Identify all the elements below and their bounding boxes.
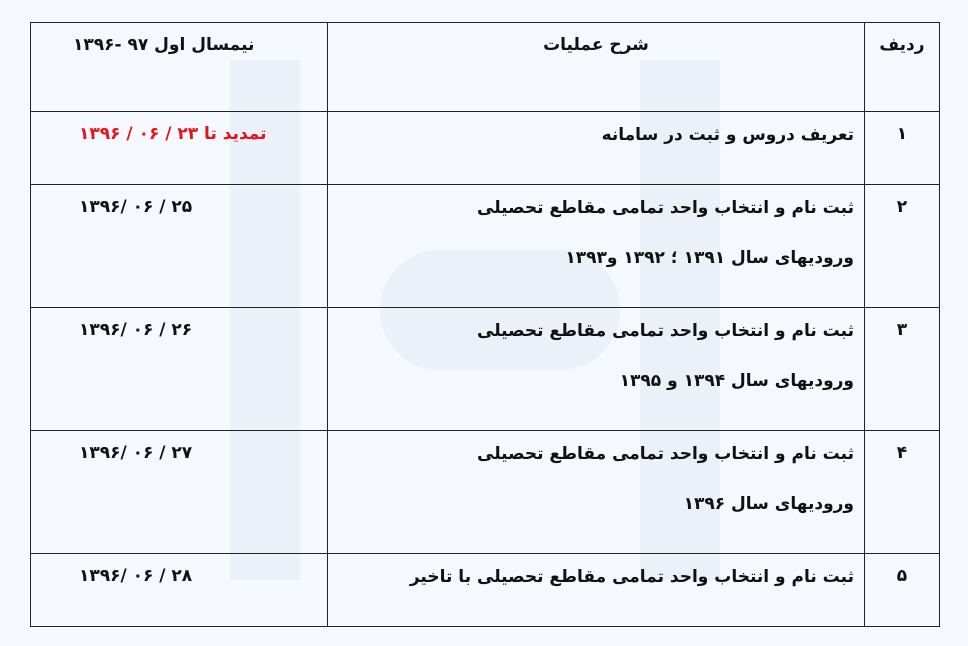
row-description: ثبت نام و انتخاب واحد تمامی مقاطع تحصیلی…: [327, 184, 865, 308]
table-row: ۵ ثبت نام و انتخاب واحد تمامی مقاطع تحصی…: [30, 553, 940, 627]
row-number: ۲: [864, 184, 940, 308]
row-date: ۱۳۹۶/ ۰۶ / ۲۸: [30, 553, 328, 627]
description-line: ثبت نام و انتخاب واحد تمامی مقاطع تحصیلی: [477, 198, 854, 218]
description-line: ثبت نام و انتخاب واحد تمامی مقاطع تحصیلی…: [409, 567, 854, 587]
row-number: ۱: [864, 111, 940, 185]
table-row: ۴ ثبت نام و انتخاب واحد تمامی مقاطع تحصی…: [30, 430, 940, 554]
table-row: ۱ تعریف دروس و ثبت در سامانه تمدید تا ۲۳…: [30, 111, 940, 185]
description-line: ثبت نام و انتخاب واحد تمامی مقاطع تحصیلی: [477, 444, 854, 464]
row-date: ۱۳۹۶/ ۰۶ / ۲۵: [30, 184, 328, 308]
description-line: ورودیهای سال ۱۳۹۱ ؛ ۱۳۹۲ و۱۳۹۳: [565, 248, 854, 268]
row-description: ثبت نام و انتخاب واحد تمامی مقاطع تحصیلی…: [327, 307, 865, 431]
description-line: ورودیهای سال ۱۳۹۶: [683, 494, 854, 514]
description-line: ورودیهای سال ۱۳۹۴ و ۱۳۹۵: [619, 371, 854, 391]
table-header-row: ردیف شرح عملیات نیمسال اول ۹۷ -۱۳۹۶: [30, 22, 940, 112]
row-description: ثبت نام و انتخاب واحد تمامی مقاطع تحصیلی…: [327, 553, 865, 627]
table-row: ۲ ثبت نام و انتخاب واحد تمامی مقاطع تحصی…: [30, 184, 940, 308]
row-date: ۱۳۹۶/ ۰۶ / ۲۷: [30, 430, 328, 554]
row-number: ۵: [864, 553, 940, 627]
row-date: ۱۳۹۶/ ۰۶ / ۲۶: [30, 307, 328, 431]
header-description: شرح عملیات: [327, 22, 865, 112]
schedule-table: ردیف شرح عملیات نیمسال اول ۹۷ -۱۳۹۶ ۱ تع…: [30, 22, 940, 627]
description-line: تعریف دروس و ثبت در سامانه: [601, 125, 854, 145]
description-line: ثبت نام و انتخاب واحد تمامی مقاطع تحصیلی: [477, 321, 854, 341]
header-row-number: ردیف: [864, 22, 940, 112]
table-row: ۳ ثبت نام و انتخاب واحد تمامی مقاطع تحصی…: [30, 307, 940, 431]
row-date: تمدید تا ۲۳ / ۰۶ / ۱۳۹۶: [30, 111, 328, 185]
row-description: ثبت نام و انتخاب واحد تمامی مقاطع تحصیلی…: [327, 430, 865, 554]
row-number: ۴: [864, 430, 940, 554]
header-semester: نیمسال اول ۹۷ -۱۳۹۶: [30, 22, 328, 112]
row-number: ۳: [864, 307, 940, 431]
row-description: تعریف دروس و ثبت در سامانه: [327, 111, 865, 185]
